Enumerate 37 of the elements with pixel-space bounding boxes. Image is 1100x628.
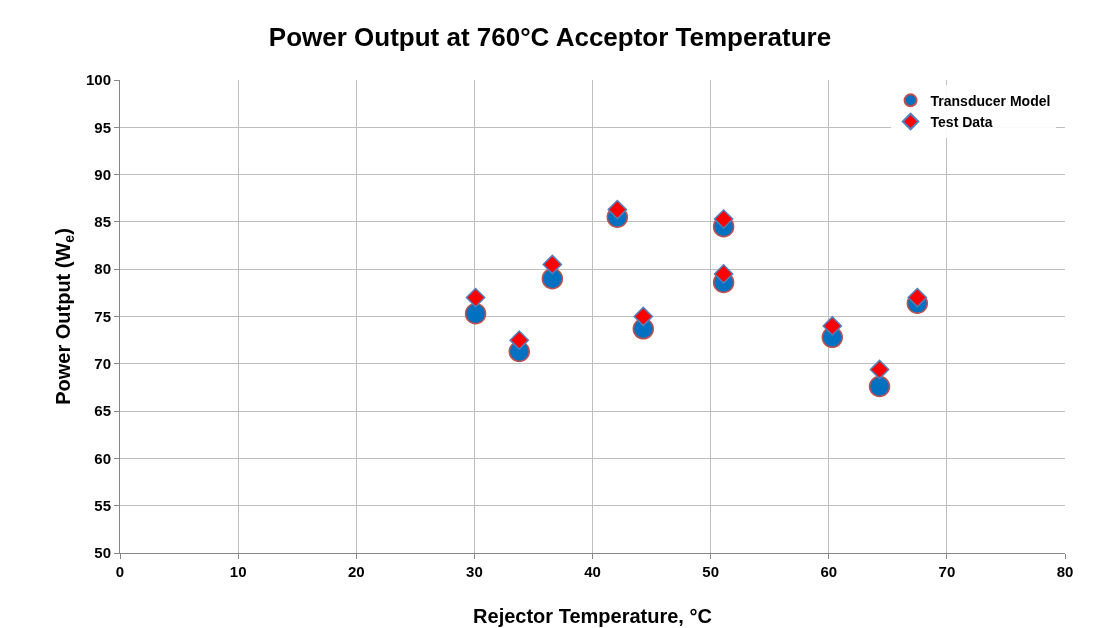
point — [713, 264, 734, 284]
legend-label: Test Data — [930, 113, 993, 130]
point — [713, 209, 734, 229]
point — [464, 302, 487, 325]
point — [822, 316, 843, 336]
y-tick-label: 65 — [94, 402, 111, 420]
y-tick-label: 70 — [94, 355, 111, 373]
point — [465, 287, 486, 308]
point — [868, 375, 891, 398]
x-tick-label: 0 — [115, 563, 125, 580]
y-tick-label: 60 — [94, 449, 111, 467]
point — [509, 330, 530, 350]
point — [907, 287, 928, 308]
point — [607, 199, 628, 220]
y-tick-label: 50 — [94, 544, 111, 562]
x-tick-label: 20 — [347, 563, 365, 580]
point — [633, 306, 654, 327]
y-tick-label: 75 — [94, 307, 111, 325]
x-tick-label: 30 — [466, 563, 483, 580]
y-tick-label: 90 — [94, 165, 111, 183]
y-tick-label: 95 — [94, 118, 111, 136]
chart-title: Power Output at 760°C Acceptor Temperature — [268, 22, 832, 53]
x-tick-label: 60 — [820, 563, 838, 580]
y-tick-label: 85 — [94, 213, 111, 231]
x-tick-label: 40 — [584, 563, 601, 580]
x-tick-label: 10 — [229, 563, 247, 580]
x-tick-label: 70 — [938, 563, 956, 580]
legend-label: Transducer Model — [930, 92, 1051, 109]
point — [869, 359, 890, 380]
y-tick-label: 100 — [85, 71, 111, 89]
point — [541, 267, 564, 290]
x-axis-title: Rejector Temperature, °C — [473, 605, 712, 627]
x-tick-label: 80 — [1056, 563, 1074, 580]
y-tick-label: 80 — [94, 260, 111, 278]
x-tick-label: 50 — [702, 563, 719, 580]
y-tick-label: 55 — [94, 496, 111, 514]
point — [542, 254, 563, 275]
